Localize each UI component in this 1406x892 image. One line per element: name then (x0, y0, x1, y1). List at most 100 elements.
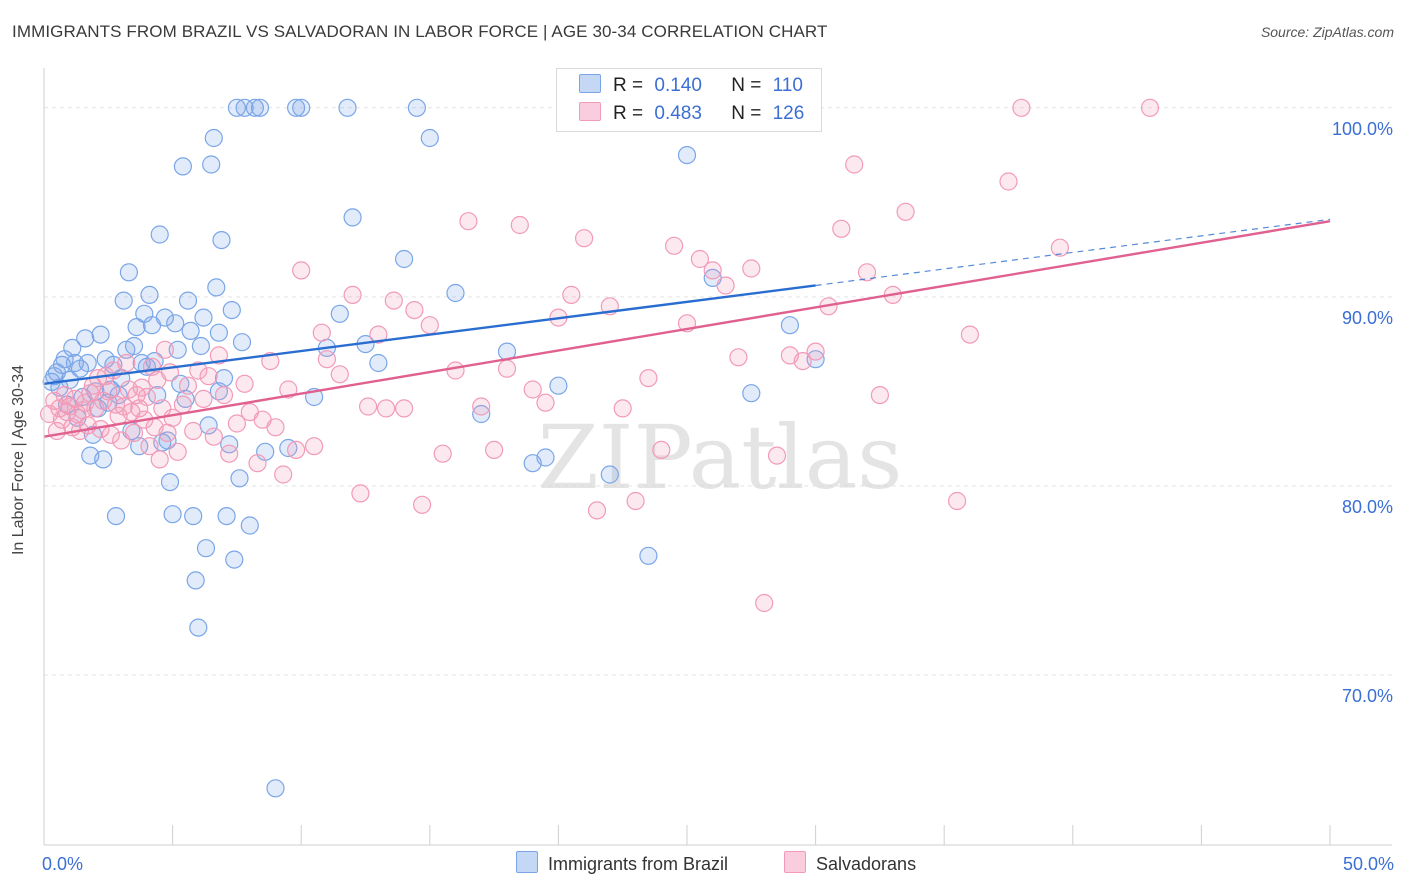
brazil-point (235, 98, 254, 117)
salvadoran-point (639, 369, 658, 388)
brazil-point (240, 516, 259, 535)
y-tick-label: 80.0% (1342, 497, 1393, 517)
salvadoran-point (173, 395, 192, 414)
brazil-point (106, 506, 126, 526)
salvadoran-point (178, 376, 198, 395)
salvadoran-point (896, 202, 915, 221)
salvadoran-point (1012, 98, 1031, 117)
legend-swatch-salvadoran (579, 102, 601, 121)
brazil-point (155, 308, 174, 327)
brazil-point (292, 98, 311, 117)
salvadoran-point (287, 440, 306, 459)
salvadoran-point (395, 399, 414, 418)
brazil-point (330, 304, 349, 323)
salvadoran-point (806, 342, 825, 361)
trend-layer (43, 218, 1331, 438)
salvadoran-point (312, 323, 331, 342)
axis-layer: 70.0% 80.0% 90.0% 100.0% 0.0% 50.0% (42, 68, 1394, 874)
brazil-point (217, 506, 236, 526)
salvadoran-point (716, 276, 735, 295)
salvadoran-point (405, 301, 424, 320)
brazil-point (140, 285, 159, 304)
salvadoran-point (76, 393, 95, 412)
brazil-point (225, 550, 244, 569)
legend-n-value-brazil: 110 (772, 75, 803, 96)
salvadoran-point (204, 427, 223, 446)
y-tick-label: 70.0% (1342, 686, 1393, 706)
salvadoran-point (832, 219, 851, 238)
chart-title: IMMIGRANTS FROM BRAZIL VS SALVADORAN IN … (12, 22, 828, 41)
salvadoran-point (124, 423, 144, 442)
salvadoran-point (664, 236, 684, 255)
watermark: ZIPatlas (538, 406, 903, 509)
salvadoran-point (248, 454, 267, 473)
salvadoran-point (793, 352, 812, 371)
brazil-point (168, 340, 187, 359)
bottom-legend-label-salvadoran: Salvadorans (816, 854, 917, 874)
salvadoran-point (266, 418, 285, 437)
salvadoran-point (137, 387, 156, 407)
salvadoran-point (1050, 238, 1070, 257)
salvadoran-point (690, 249, 710, 269)
salvadoran-point (947, 491, 967, 511)
salvadoran-point (999, 172, 1018, 191)
salvadoran-point (351, 484, 370, 503)
salvadoran-point (220, 444, 239, 463)
brazil-point (114, 291, 133, 310)
salvadoran-point (155, 340, 174, 359)
brazil-point (202, 155, 221, 174)
points-layer (39, 98, 1160, 798)
salvadoran-point (158, 423, 177, 442)
salvadoran-point (317, 350, 336, 369)
brazil-point (124, 336, 144, 356)
bottom-legend-label-brazil: Immigrants from Brazil (548, 854, 729, 874)
legend-r-label: R = (613, 103, 644, 124)
salvadoran-point (184, 421, 203, 441)
salvadoran-point (574, 229, 594, 248)
salvadoran-point (227, 414, 246, 433)
brazil-point (220, 435, 239, 454)
salvadoran-point (536, 393, 555, 412)
salvadoran-point (729, 348, 748, 367)
x-tick-label: 50.0% (1343, 854, 1394, 874)
salvadoran-point (132, 378, 151, 397)
salvadoran-point (377, 399, 396, 418)
salvadoran-point (497, 359, 517, 378)
brazil-point (212, 231, 231, 250)
brazil-point (639, 546, 658, 565)
salvadoran-point (305, 437, 324, 456)
brazil-point (536, 448, 555, 467)
brazil-point (742, 384, 761, 403)
brazil-point (204, 128, 223, 148)
brazil-trend-extension (815, 218, 1331, 287)
brazil-point (245, 98, 264, 117)
brazil-point (780, 316, 800, 335)
brazil-point (184, 506, 203, 526)
brazil-point (119, 263, 138, 282)
salvadoran-point (343, 285, 362, 304)
stats-legend: R = 0.140 N = 110 R = 0.483 N = 126 (556, 68, 822, 132)
brazil-point (250, 98, 270, 117)
salvadoran-point (261, 352, 280, 371)
salvadoran-point (420, 316, 439, 335)
brazil-point (173, 157, 192, 176)
bottom-legend-swatch-salvadoran (784, 851, 806, 873)
brazil-point (158, 431, 177, 450)
legend-n-label: N = (731, 103, 762, 124)
salvadoran-point (194, 389, 213, 408)
salvadoran-point (870, 386, 890, 405)
brazil-point (78, 353, 97, 373)
brazil-point (150, 225, 169, 244)
brazil-point (194, 308, 213, 327)
brazil-point (677, 146, 697, 165)
salvadoran-point (587, 501, 607, 520)
salvadoran-point (755, 593, 774, 613)
salvadoran-point (274, 465, 293, 484)
brazil-point (227, 98, 246, 117)
legend-r-label: R = (613, 75, 644, 96)
x-tick-label: 0.0% (42, 854, 83, 874)
brazil-point (472, 404, 491, 424)
brazil-point (178, 291, 198, 310)
brazil-point (395, 249, 414, 269)
